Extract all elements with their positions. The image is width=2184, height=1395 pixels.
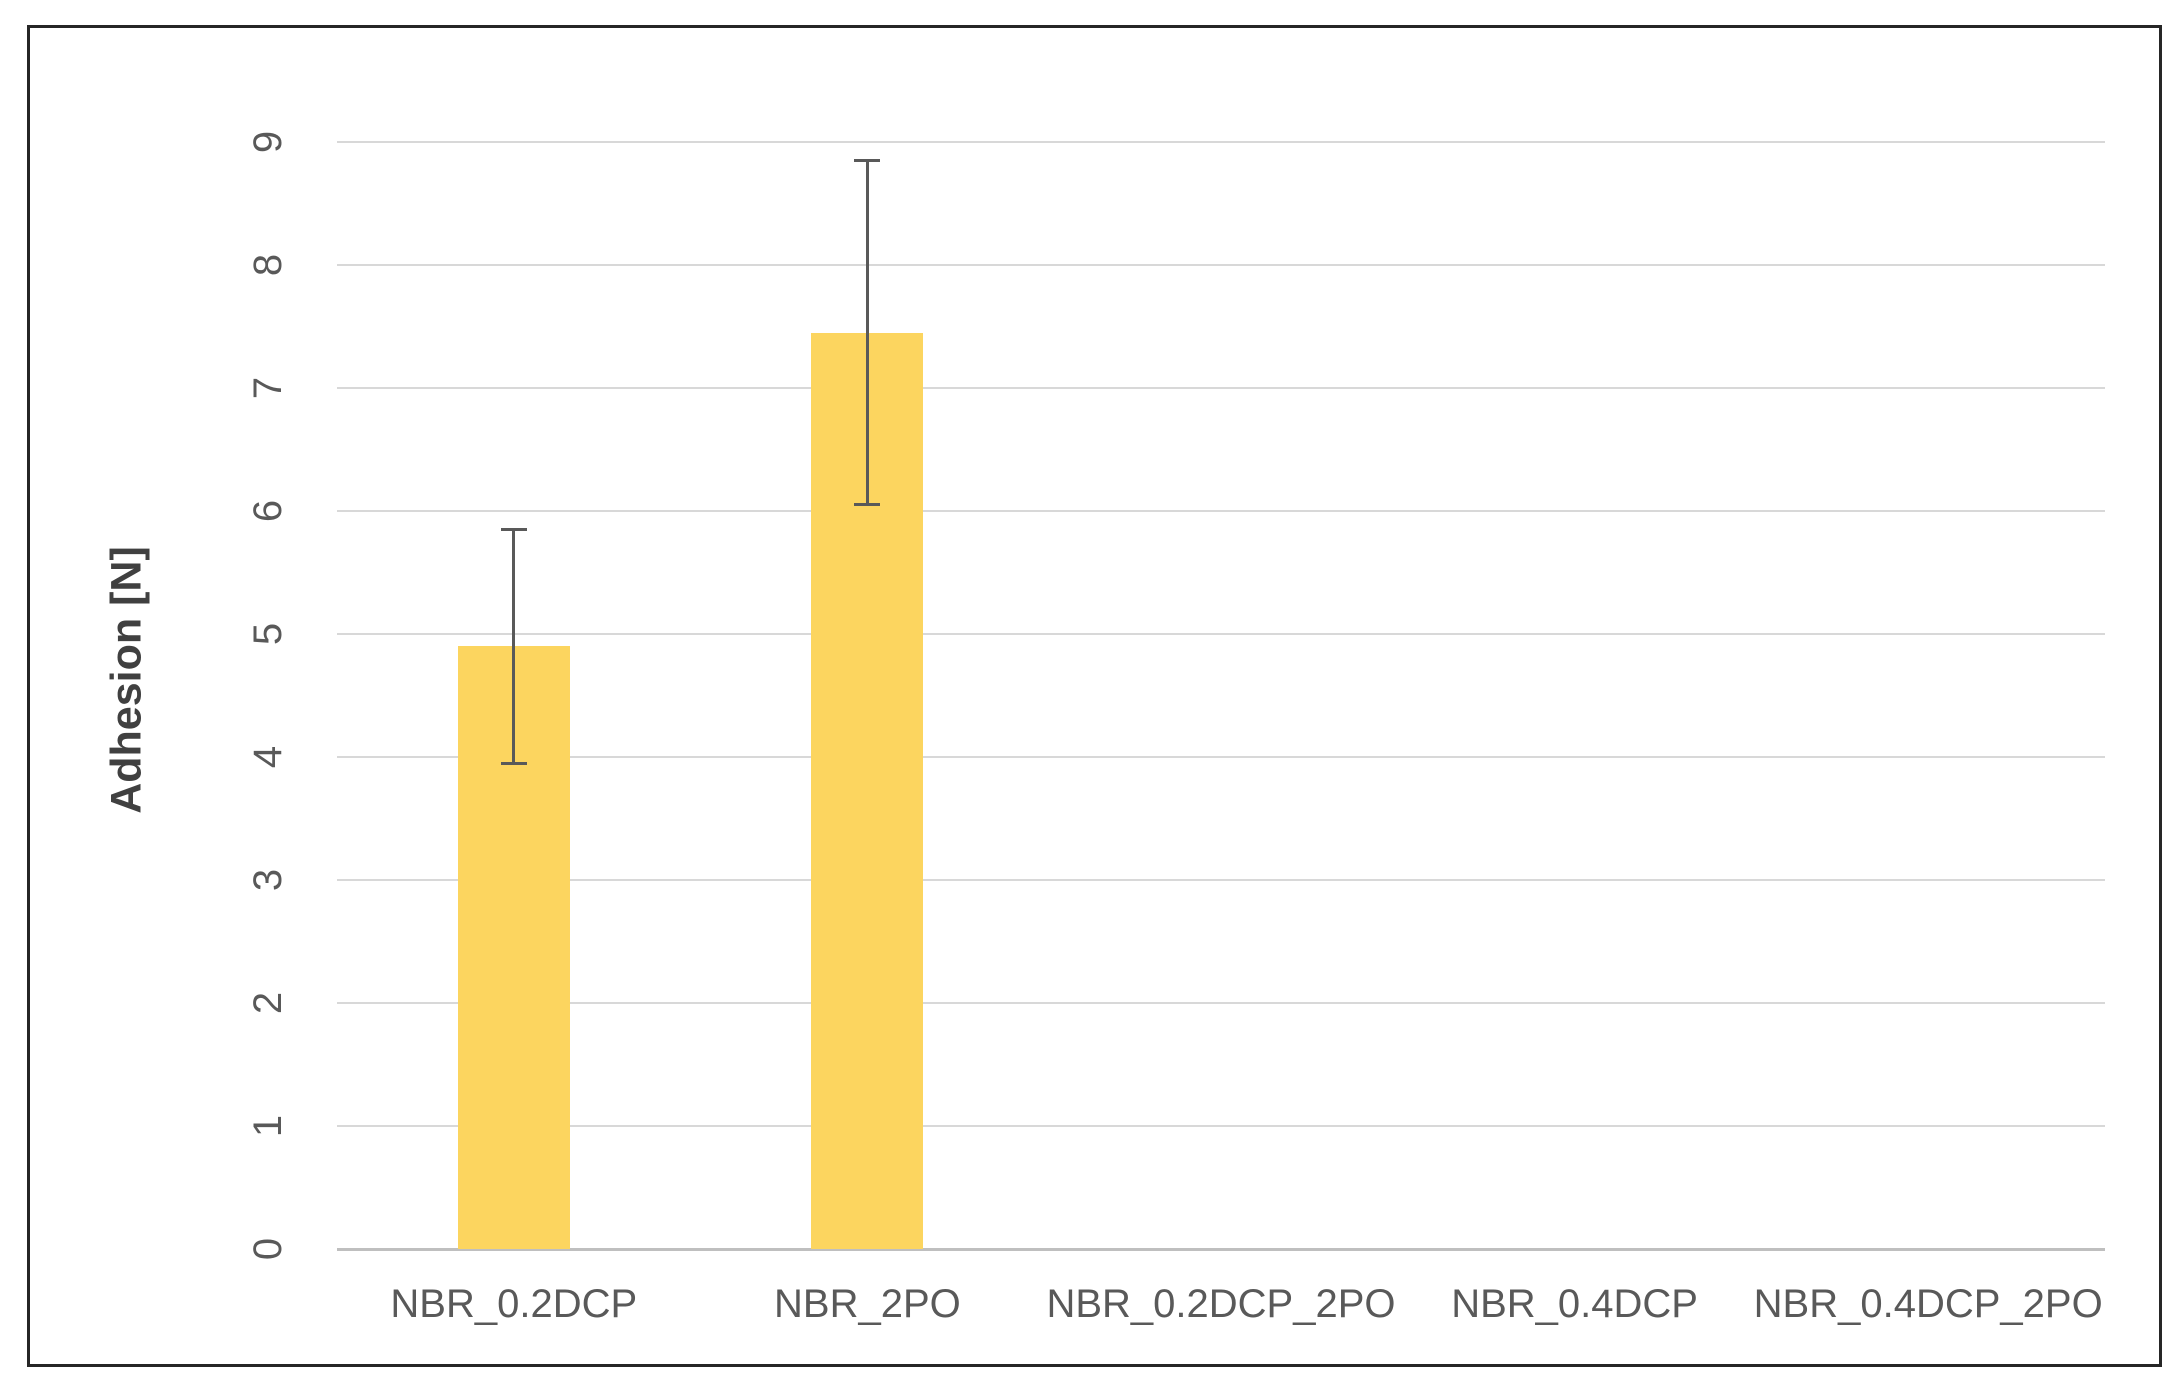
gridline: [337, 756, 2105, 758]
gridline: [337, 387, 2105, 389]
gridline: [337, 141, 2105, 143]
x-category-label: NBR_0.2DCP: [390, 1282, 638, 1326]
y-tick-label: 2: [246, 991, 290, 1015]
gridline: [337, 510, 2105, 512]
x-axis-line: [337, 1248, 2105, 1251]
gridline: [337, 1125, 2105, 1127]
gridline: [337, 1002, 2105, 1004]
y-tick-label: 6: [246, 499, 290, 523]
error-bar-top-cap: [854, 158, 881, 162]
y-tick-label: 3: [246, 868, 290, 892]
y-tick-label: 0: [246, 1237, 290, 1261]
gridline: [337, 264, 2105, 266]
error-bar-bottom-cap: [500, 761, 527, 765]
x-category-label: NBR_2PO: [774, 1282, 961, 1326]
gridline: [337, 633, 2105, 635]
y-axis-title: Adhesion [N]: [102, 546, 151, 814]
error-bar-line: [512, 529, 516, 764]
gridline: [337, 879, 2105, 881]
y-tick-label: 4: [246, 745, 290, 769]
x-category-label: NBR_0.2DCP_2PO: [1046, 1282, 1396, 1326]
y-tick-label: 1: [246, 1114, 290, 1138]
y-tick-label: 9: [246, 130, 290, 154]
error-bar-bottom-cap: [854, 503, 881, 507]
y-tick-label: 7: [246, 376, 290, 400]
error-bar-line: [865, 160, 869, 505]
error-bar-top-cap: [500, 527, 527, 531]
x-category-label: NBR_0.4DCP_2PO: [1753, 1282, 2103, 1326]
figure-frame: Adhesion [N] 0 1 2 3 4 5 6 7 8 9 NBR_0.2DCP NBR_2PO…: [27, 25, 2162, 1367]
y-tick-label: 5: [246, 622, 290, 646]
y-tick-label: 8: [246, 253, 290, 277]
x-category-label: NBR_0.4DCP: [1451, 1282, 1698, 1326]
